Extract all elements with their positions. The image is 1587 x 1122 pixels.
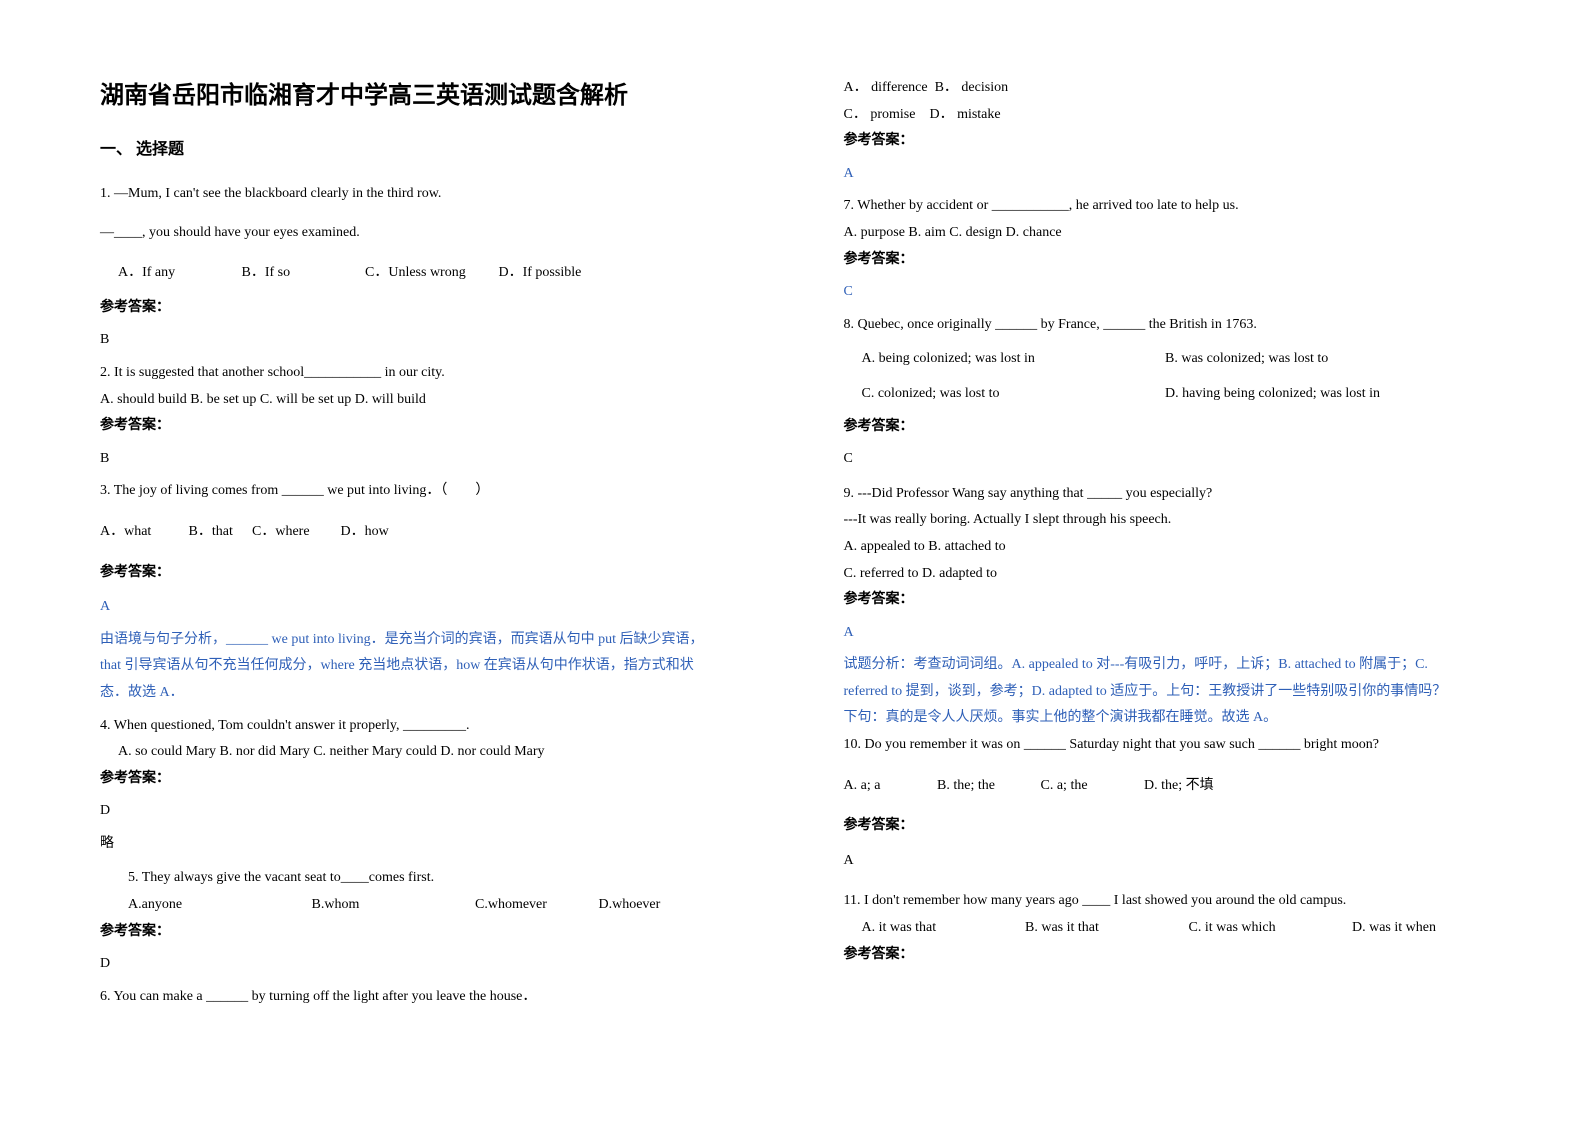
q7-options: A. purpose B. aim C. design D. chance <box>844 220 1488 247</box>
q6-opts1: A． difference B． decision <box>844 75 1488 102</box>
q2-line1: 2. It is suggested that another school__… <box>100 360 744 387</box>
q1-optC: C．Unless wrong <box>365 260 495 287</box>
q6-answer: A <box>844 161 1488 188</box>
q11-answer-label: 参考答案： <box>844 942 1488 969</box>
q8-optD: D. having being colonized; was lost in <box>1165 386 1380 401</box>
section-header: 一、 选择题 <box>100 135 744 159</box>
q11-optD: D. was it when <box>1352 920 1436 935</box>
q4-answer: D <box>100 798 744 825</box>
q4-line1: 4. When questioned, Tom couldn't answer … <box>100 713 744 740</box>
q1-answer: B <box>100 327 744 354</box>
q11-optA: A. it was that <box>862 915 1022 942</box>
q3-optD: D．how <box>341 524 389 539</box>
q2-answer: B <box>100 446 744 473</box>
q3-optB: B．that <box>189 519 249 546</box>
q3-exp1: 由语境与句子分析，______ we put into living．是充当介词… <box>100 627 744 654</box>
q6-optC: C． promise <box>844 107 916 122</box>
q7-answer: C <box>844 279 1488 306</box>
q7-line1: 7. Whether by accident or ___________, h… <box>844 193 1488 220</box>
q11-optB: B. was it that <box>1025 915 1185 942</box>
q1-optB: B．If so <box>242 260 362 287</box>
q10-line1: 10. Do you remember it was on ______ Sat… <box>844 732 1488 759</box>
q9-opts2: C. referred to D. adapted to <box>844 561 1488 588</box>
page-title: 湖南省岳阳市临湘育才中学高三英语测试题含解析 <box>100 75 744 110</box>
q8-optA: A. being colonized; was lost in <box>862 346 1162 373</box>
q3-exp2: that 引导宾语从句不充当任何成分，where 充当地点状语，how 在宾语从… <box>100 653 744 680</box>
q1-line2: —____, you should have your eyes examine… <box>100 220 744 247</box>
q8-optB: B. was colonized; was lost to <box>1165 351 1328 366</box>
q1-answer-label: 参考答案： <box>100 295 744 322</box>
q11-line1: 11. I don't remember how many years ago … <box>844 888 1488 915</box>
right-column: A． difference B． decision C． promise D． … <box>794 0 1587 1122</box>
q9-answer: A <box>844 620 1488 647</box>
q3-optA: A．what <box>100 519 185 546</box>
q11-optC: C. it was which <box>1189 915 1349 942</box>
q3-answer: A <box>100 594 744 621</box>
q8-opts1: A. being colonized; was lost in B. was c… <box>844 346 1488 373</box>
q5-answer: D <box>100 951 744 978</box>
q5-optC: C.whomever <box>475 892 595 919</box>
q1-optA: A．If any <box>118 260 238 287</box>
q5-optD: D.whoever <box>599 897 661 912</box>
q6-line1: 6. You can make a ______ by turning off … <box>100 984 744 1011</box>
q1-optD: D．If possible <box>499 265 582 280</box>
q10-answer: A <box>844 848 1488 875</box>
q3-exp3: 态．故选 A． <box>100 680 744 707</box>
q6-optA: A． difference <box>844 80 928 95</box>
q8-opts2: C. colonized; was lost to D. having bein… <box>844 381 1488 408</box>
q5-line1: 5. They always give the vacant seat to__… <box>100 865 744 892</box>
q1-options: A．If any B．If so C．Unless wrong D．If pos… <box>100 260 744 287</box>
q10-optB: B. the; the <box>937 773 1037 800</box>
q11-options: A. it was that B. was it that C. it was … <box>844 915 1488 942</box>
q10-optA: A. a; a <box>844 773 934 800</box>
q6-opts2: C． promise D． mistake <box>844 102 1488 129</box>
q1-line1: 1. —Mum, I can't see the blackboard clea… <box>100 181 744 208</box>
q10-optC: C. a; the <box>1041 773 1141 800</box>
q9-line2: ---It was really boring. Actually I slep… <box>844 507 1488 534</box>
q8-answer: C <box>844 446 1488 473</box>
q9-opts1: A. appealed to B. attached to <box>844 534 1488 561</box>
q3-optC: C．where <box>252 519 337 546</box>
q2-options: A. should build B. be set up C. will be … <box>100 387 744 414</box>
q4-answer-label: 参考答案： <box>100 766 744 793</box>
left-column: 湖南省岳阳市临湘育才中学高三英语测试题含解析 一、 选择题 1. —Mum, I… <box>0 0 794 1122</box>
q9-line1: 9. ---Did Professor Wang say anything th… <box>844 481 1488 508</box>
q7-answer-label: 参考答案： <box>844 247 1488 274</box>
q9-answer-label: 参考答案： <box>844 587 1488 614</box>
q9-exp1: 试题分析：考查动词词组。A. appealed to 对---有吸引力，呼吁，上… <box>844 652 1488 679</box>
q3-options: A．what B．that C．where D．how <box>100 519 744 546</box>
q3-answer-label: 参考答案： <box>100 560 744 587</box>
q8-optC: C. colonized; was lost to <box>862 381 1162 408</box>
q10-options: A. a; a B. the; the C. a; the D. the; 不填 <box>844 773 1488 800</box>
q6-answer-label: 参考答案： <box>844 128 1488 155</box>
q3-line1: 3. The joy of living comes from ______ w… <box>100 478 744 505</box>
q10-optD: D. the; 不填 <box>1144 778 1214 793</box>
q5-optB: B.whom <box>312 892 472 919</box>
q9-exp3: 下句：真的是令人人厌烦。事实上他的整个演讲我都在睡觉。故选 A。 <box>844 705 1488 732</box>
q4-options: A. so could Mary B. nor did Mary C. neit… <box>100 739 744 766</box>
q9-exp2: referred to 提到，谈到，参考；D. adapted to 适应于。上… <box>844 679 1488 706</box>
q8-answer-label: 参考答案： <box>844 414 1488 441</box>
q5-options: A.anyone B.whom C.whomever D.whoever <box>100 892 744 919</box>
q6-optB: B． decision <box>935 80 1009 95</box>
q5-optA: A.anyone <box>128 892 308 919</box>
q6-optD: D． mistake <box>929 107 1000 122</box>
q5-answer-label: 参考答案： <box>100 919 744 946</box>
q8-line1: 8. Quebec, once originally ______ by Fra… <box>844 312 1488 339</box>
q10-answer-label: 参考答案： <box>844 813 1488 840</box>
q2-answer-label: 参考答案： <box>100 413 744 440</box>
q4-note: 略 <box>100 831 744 858</box>
